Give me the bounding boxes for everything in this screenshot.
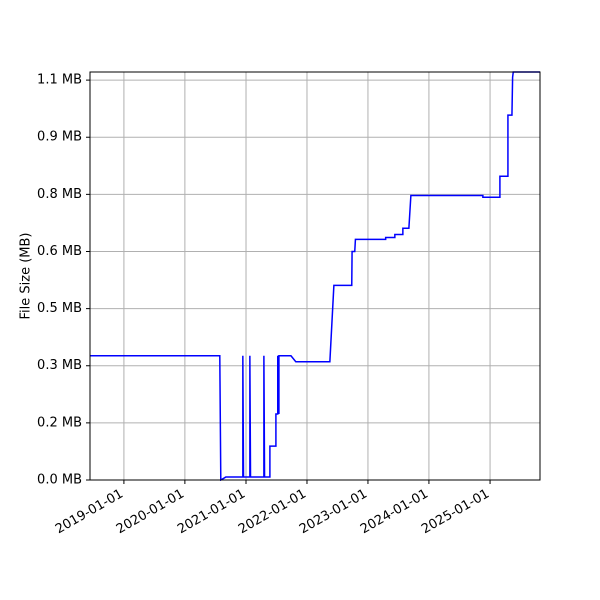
x-tick-label: 2025-01-01: [419, 486, 492, 537]
y-tick-label: 1.1 MB: [37, 73, 82, 88]
x-tick-label: 2023-01-01: [297, 486, 370, 537]
x-tick-label: 2024-01-01: [358, 486, 431, 537]
y-tick-label: 0.0 MB: [37, 473, 82, 488]
y-tick-label: 0.6 MB: [37, 244, 82, 259]
y-tick-label: 0.5 MB: [37, 301, 82, 316]
y-tick-label: 0.9 MB: [37, 130, 82, 145]
y-tick-label: 0.2 MB: [37, 415, 82, 430]
y-tick-label: 0.8 MB: [37, 187, 82, 202]
y-axis-label: File Size (MB): [19, 233, 34, 320]
y-tick-label: 0.3 MB: [37, 358, 82, 373]
x-tick-label: 2019-01-01: [53, 486, 126, 537]
x-tick-label: 2022-01-01: [236, 486, 309, 537]
data-line: [90, 71, 540, 481]
plot-frame: [89, 71, 541, 481]
x-tick-label: 2020-01-01: [114, 486, 187, 537]
x-tick-label: 2021-01-01: [175, 486, 248, 537]
